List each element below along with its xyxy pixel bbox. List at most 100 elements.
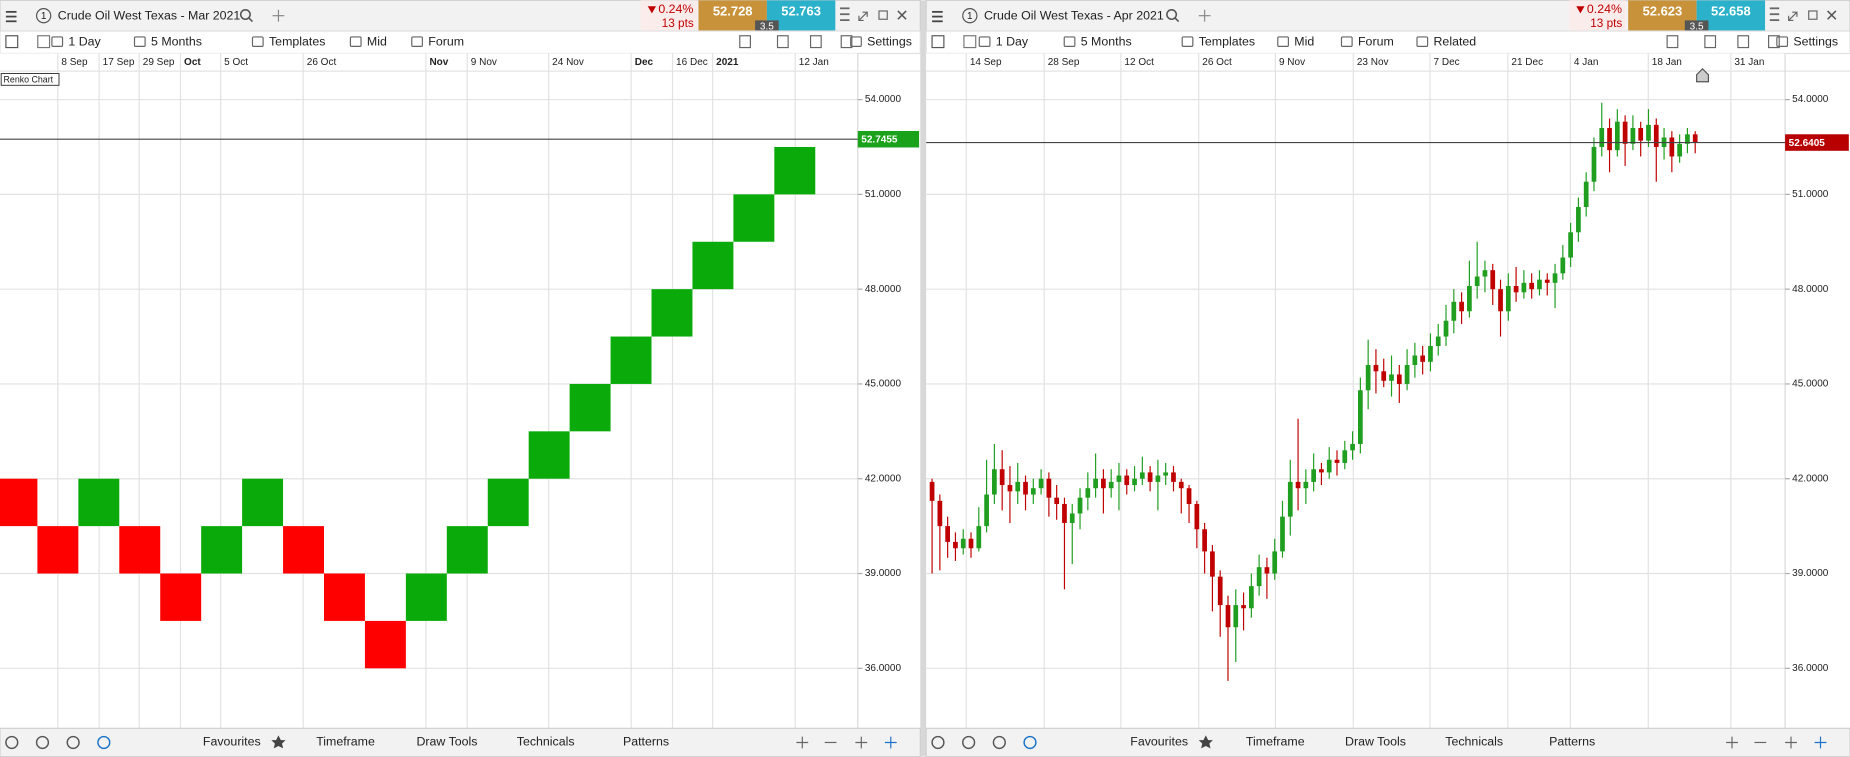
toolbar-icon[interactable] (1340, 36, 1353, 47)
toolbar-item[interactable]: 1 Day (68, 35, 101, 49)
toolbar-icon[interactable] (1416, 36, 1429, 47)
search-icon[interactable] (239, 9, 251, 21)
footer-tab[interactable]: Favourites (1130, 735, 1188, 749)
tool-icon[interactable] (776, 35, 789, 49)
close-icon[interactable] (897, 10, 907, 20)
candle-body (1163, 472, 1169, 476)
options-icon[interactable] (1769, 7, 1780, 10)
list-icon[interactable] (5, 35, 19, 49)
menu-icon[interactable] (5, 10, 17, 13)
options-icon[interactable] (1769, 13, 1780, 16)
toolbar-item[interactable]: Related (1434, 35, 1477, 49)
popout-icon[interactable] (1808, 10, 1818, 20)
zoom-control[interactable] (796, 736, 809, 749)
toolbar-item[interactable]: Forum (1358, 35, 1394, 49)
footer-tab[interactable]: Draw Tools (416, 735, 477, 749)
options-icon[interactable] (840, 19, 850, 22)
zoom-control[interactable] (1785, 736, 1797, 749)
menu-icon[interactable] (932, 10, 943, 13)
options-icon[interactable] (840, 13, 850, 16)
footer-tab[interactable]: Patterns (623, 735, 669, 749)
toolbar-icon[interactable] (51, 36, 64, 47)
footer-icon[interactable] (97, 735, 111, 750)
toolbar-item[interactable]: Mid (367, 35, 387, 49)
footer-icon[interactable] (5, 735, 19, 750)
tool-icon[interactable] (1704, 35, 1717, 49)
maximize-icon[interactable] (1788, 11, 1798, 22)
alert-marker[interactable] (1696, 67, 1710, 83)
toolbar-item[interactable]: 1 Day (996, 35, 1029, 49)
options-icon[interactable] (1769, 19, 1780, 22)
toolbar-item[interactable]: Forum (428, 35, 464, 49)
maximize-icon[interactable] (858, 11, 868, 22)
tool-icon[interactable] (1768, 35, 1780, 49)
instrument-title[interactable]: Crude Oil West Texas - Apr 2021 (984, 9, 1164, 23)
footer-tab[interactable]: Technicals (517, 735, 575, 749)
menu-icon[interactable] (5, 20, 17, 23)
toolbar-icon[interactable] (978, 36, 991, 47)
toolbar-icon[interactable] (1181, 36, 1194, 47)
candle-body (1319, 469, 1324, 473)
toolbar-icon[interactable] (133, 36, 146, 47)
list-icon[interactable] (931, 35, 945, 49)
zoom-control[interactable] (855, 736, 868, 749)
footer-tab[interactable]: Timeframe (1246, 735, 1305, 749)
popout-icon[interactable] (878, 10, 888, 20)
menu-icon[interactable] (932, 15, 943, 18)
footer-tab[interactable]: Patterns (1549, 735, 1595, 749)
toolbar-icon[interactable] (850, 36, 862, 47)
toolbar-icon[interactable] (1063, 36, 1076, 47)
toolbar-item[interactable]: 5 Months (151, 35, 202, 49)
zoom-control[interactable] (1726, 736, 1738, 749)
footer-tab[interactable]: Technicals (1445, 735, 1503, 749)
close-icon[interactable] (1827, 10, 1837, 20)
favourite-star[interactable] (271, 735, 286, 749)
footer-icon[interactable] (1023, 735, 1037, 750)
date-label: Oct (184, 57, 201, 68)
annotation: Renko Chart (4, 74, 54, 84)
last-price-label: 52.6405 (1789, 138, 1826, 149)
menu-icon[interactable] (932, 20, 943, 23)
footer-icon[interactable] (931, 735, 945, 750)
candle-body (960, 538, 966, 549)
footer-icon[interactable] (66, 735, 80, 750)
tool-icon[interactable] (840, 35, 853, 49)
footer-icon[interactable] (35, 735, 50, 750)
menu-icon[interactable] (5, 15, 17, 18)
last-price-tag (1785, 134, 1849, 151)
tool-icon[interactable] (739, 35, 751, 49)
footer-icon[interactable] (992, 735, 1006, 750)
splitter[interactable] (920, 0, 927, 757)
toolbar-icon[interactable] (349, 36, 362, 47)
tool-icon[interactable] (1737, 35, 1750, 49)
zoom-control[interactable] (1814, 736, 1827, 749)
zoom-control[interactable] (884, 736, 897, 749)
search-icon[interactable] (1166, 9, 1178, 21)
layout-icon[interactable] (37, 35, 51, 49)
footer-icon[interactable] (962, 735, 976, 750)
date-label: 8 Sep (61, 57, 88, 68)
tool-icon[interactable] (809, 35, 822, 49)
toolbar-item[interactable]: 5 Months (1081, 35, 1132, 49)
options-icon[interactable] (840, 7, 850, 10)
favourite-star[interactable] (1198, 735, 1213, 749)
price-change: 0.24% (658, 2, 693, 16)
footer-tab[interactable]: Timeframe (316, 735, 375, 749)
toolbar-item[interactable]: Settings (867, 35, 912, 49)
footer-tab[interactable]: Favourites (203, 735, 261, 749)
toolbar-icon[interactable] (1776, 36, 1789, 47)
instrument-title[interactable]: Crude Oil West Texas - Mar 2021 (58, 9, 241, 23)
toolbar-item[interactable]: Templates (1199, 35, 1255, 49)
footer-tab[interactable]: Draw Tools (1345, 735, 1406, 749)
candle-body (1038, 478, 1044, 489)
toolbar-item[interactable]: Templates (269, 35, 325, 49)
tool-icon[interactable] (1666, 35, 1679, 49)
toolbar-icon[interactable] (411, 36, 423, 47)
candle-body (1544, 279, 1550, 283)
toolbar-item[interactable]: Mid (1294, 35, 1314, 49)
y-tick-label: 54.0000 (865, 94, 902, 105)
toolbar-icon[interactable] (251, 36, 264, 47)
toolbar-icon[interactable] (1277, 36, 1289, 47)
layout-icon[interactable] (963, 35, 977, 49)
toolbar-item[interactable]: Settings (1793, 35, 1838, 49)
